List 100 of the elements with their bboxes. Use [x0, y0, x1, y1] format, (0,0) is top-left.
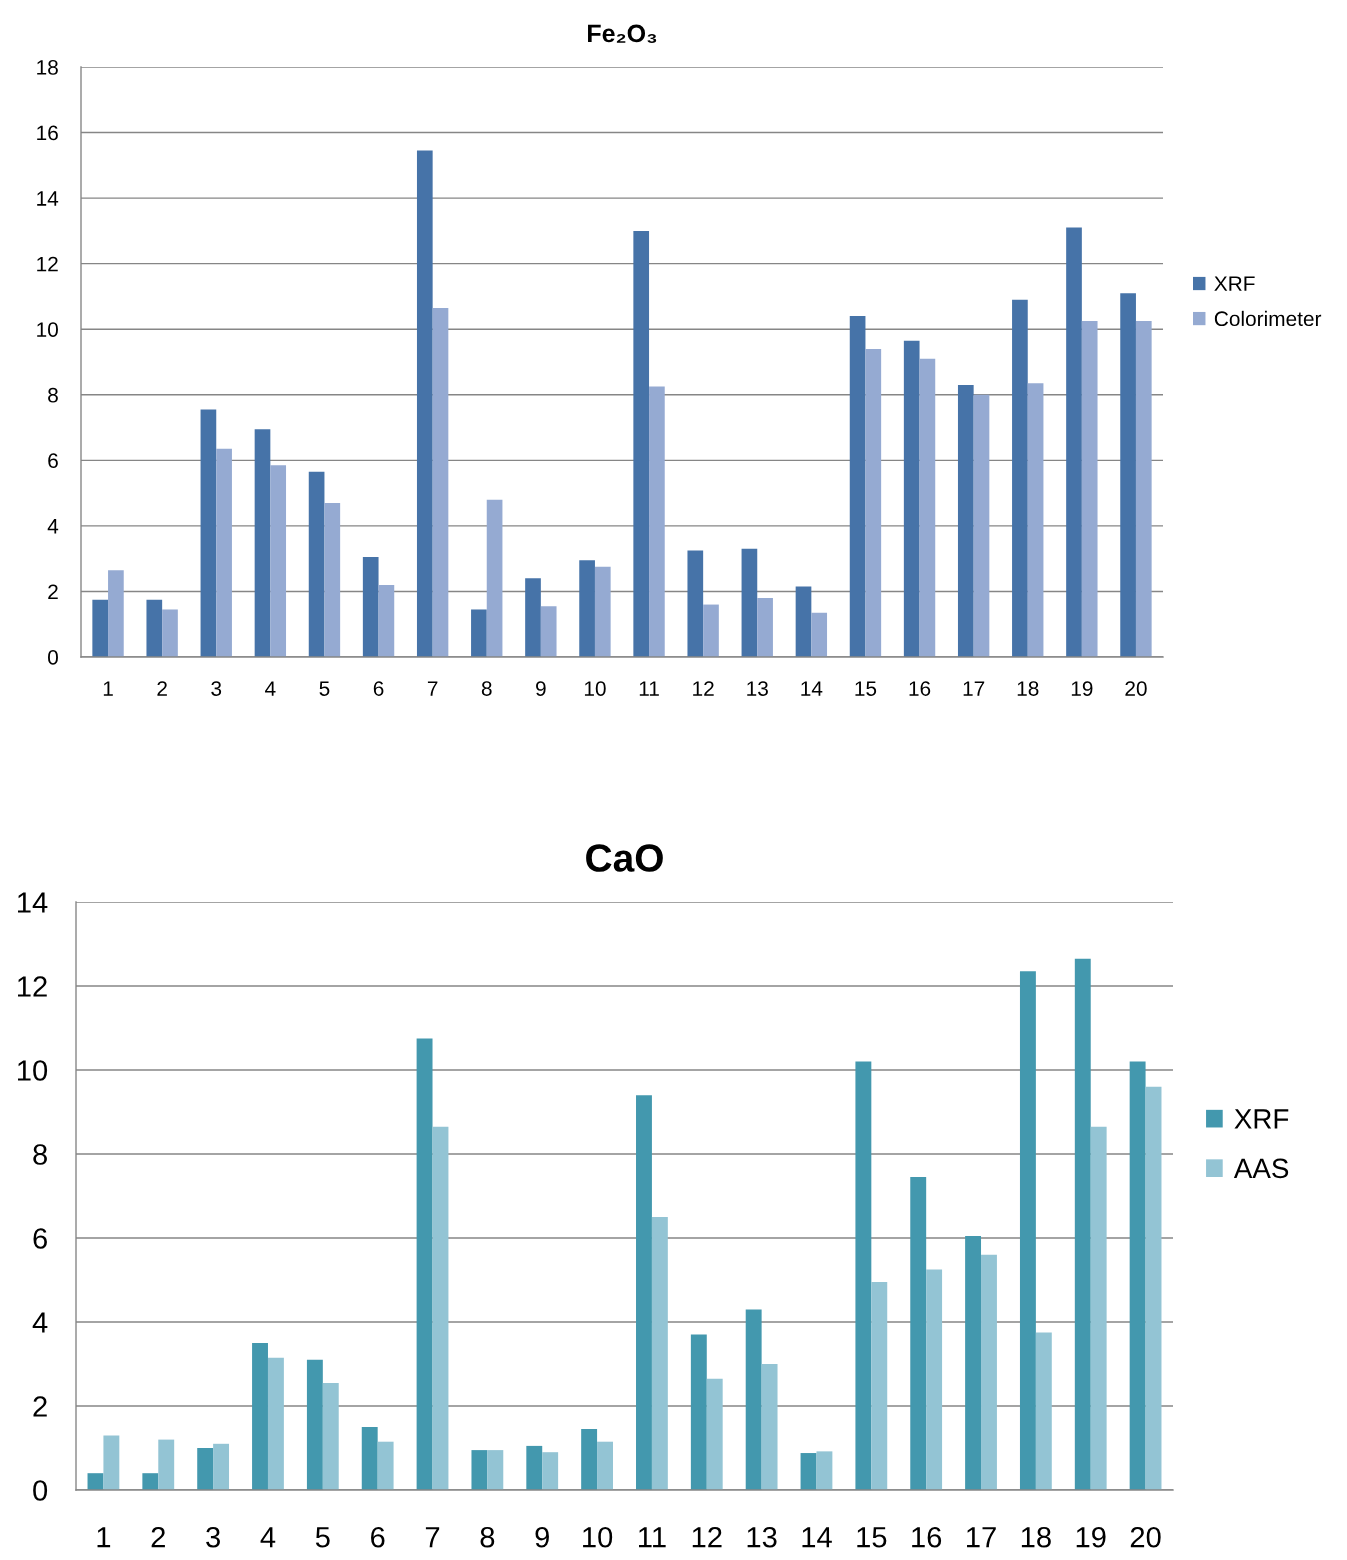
bar [636, 1095, 652, 1490]
bar [706, 1378, 723, 1490]
bar [270, 465, 287, 657]
x-tick-label: 7 [427, 681, 438, 696]
x-tick-label: 19 [1076, 1526, 1106, 1548]
bar [741, 548, 758, 657]
bar [865, 348, 882, 657]
y-tick-label: 12 [37, 256, 58, 272]
bar [1027, 383, 1044, 657]
bar [216, 448, 232, 657]
bar [597, 1441, 613, 1490]
bar [378, 584, 395, 657]
bar [471, 1450, 488, 1490]
y-tick-label: 16 [37, 125, 58, 141]
bar [745, 1309, 762, 1490]
bar [1019, 971, 1036, 1490]
bar [581, 1429, 598, 1490]
bar [757, 598, 773, 657]
legend-label: Colorimeter [1214, 310, 1322, 327]
x-tick-label: 17 [963, 681, 985, 696]
x-tick-label: 4 [260, 1527, 276, 1548]
bar [633, 230, 650, 657]
x-tick-label: 8 [481, 681, 492, 696]
y-tick-label: 8 [48, 387, 58, 403]
x-tick-label: 11 [639, 1527, 666, 1548]
bar [649, 386, 665, 657]
bar [267, 1357, 284, 1490]
bar [957, 384, 974, 657]
legend-label: XRF [1234, 1109, 1289, 1129]
bar [800, 1453, 817, 1490]
x-tick-label: 9 [535, 1526, 549, 1548]
bar [1135, 321, 1152, 657]
x-tick-label: 19 [1071, 681, 1093, 696]
x-tick-label: 6 [373, 681, 384, 696]
y-tick-label: 10 [37, 322, 58, 337]
x-tick-label: 12 [692, 1526, 722, 1548]
bar [1120, 293, 1136, 657]
bar [687, 550, 704, 657]
bar [690, 1334, 707, 1490]
y-tick-label: 2 [33, 1396, 47, 1417]
bar [903, 340, 920, 657]
x-tick-label: 2 [157, 681, 167, 696]
bar [871, 1282, 888, 1490]
x-tick-label: 16 [912, 1526, 942, 1548]
x-tick-label: 5 [319, 681, 330, 696]
bar [525, 578, 541, 657]
bar [1081, 321, 1098, 657]
bar [324, 502, 341, 657]
y-tick-label: 8 [33, 1144, 47, 1165]
bar [1145, 1086, 1162, 1490]
x-tick-label: 18 [1017, 681, 1039, 696]
bar [1012, 299, 1028, 657]
y-tick-label: 6 [33, 1228, 47, 1249]
bar [579, 560, 595, 657]
y-tick-label: 4 [32, 1312, 48, 1333]
bar [142, 1473, 159, 1490]
bar [487, 1450, 504, 1490]
x-tick-label: 3 [206, 1526, 220, 1548]
x-tick-label: 13 [747, 1526, 777, 1548]
bar [651, 1217, 668, 1490]
bar [252, 1343, 268, 1490]
x-tick-label: 6 [371, 1526, 385, 1548]
x-tick-label: 1 [97, 1527, 111, 1548]
bar [362, 557, 379, 657]
bar [1035, 1332, 1052, 1490]
bar [761, 1364, 778, 1490]
bar [1090, 1126, 1107, 1490]
x-tick-label: 17 [967, 1527, 996, 1548]
y-tick-label: 18 [37, 60, 58, 75]
bar [200, 409, 217, 657]
chart-title: CaO [586, 844, 663, 872]
bar [432, 307, 449, 657]
bar [919, 358, 936, 657]
bar [526, 1445, 543, 1490]
x-tick-label: 1 [103, 681, 113, 696]
bar [213, 1443, 230, 1490]
bar [197, 1448, 214, 1490]
legend-label: XRF [1214, 276, 1255, 291]
bar [540, 606, 557, 657]
y-tick-label: 4 [47, 519, 59, 534]
bar [108, 570, 124, 657]
bar [162, 609, 178, 657]
chart-title: Fe₂O₃ [588, 24, 657, 43]
y-tick-label: 12 [18, 976, 47, 997]
bar [855, 1061, 872, 1490]
x-tick-label: 20 [1130, 1526, 1161, 1548]
x-tick-label: 7 [425, 1527, 440, 1548]
x-tick-label: 18 [1021, 1526, 1051, 1548]
y-tick-label: 14 [18, 892, 48, 913]
legend-label: AAS [1233, 1158, 1289, 1179]
bar [306, 1359, 323, 1490]
bar [377, 1441, 394, 1490]
x-tick-label: 8 [480, 1526, 495, 1548]
bar [926, 1269, 943, 1490]
bar [308, 471, 325, 657]
x-tick-label: 11 [639, 681, 659, 696]
bar [849, 316, 866, 657]
y-tick-label: 10 [18, 1060, 48, 1081]
bar [471, 609, 487, 657]
bar [416, 1038, 433, 1490]
